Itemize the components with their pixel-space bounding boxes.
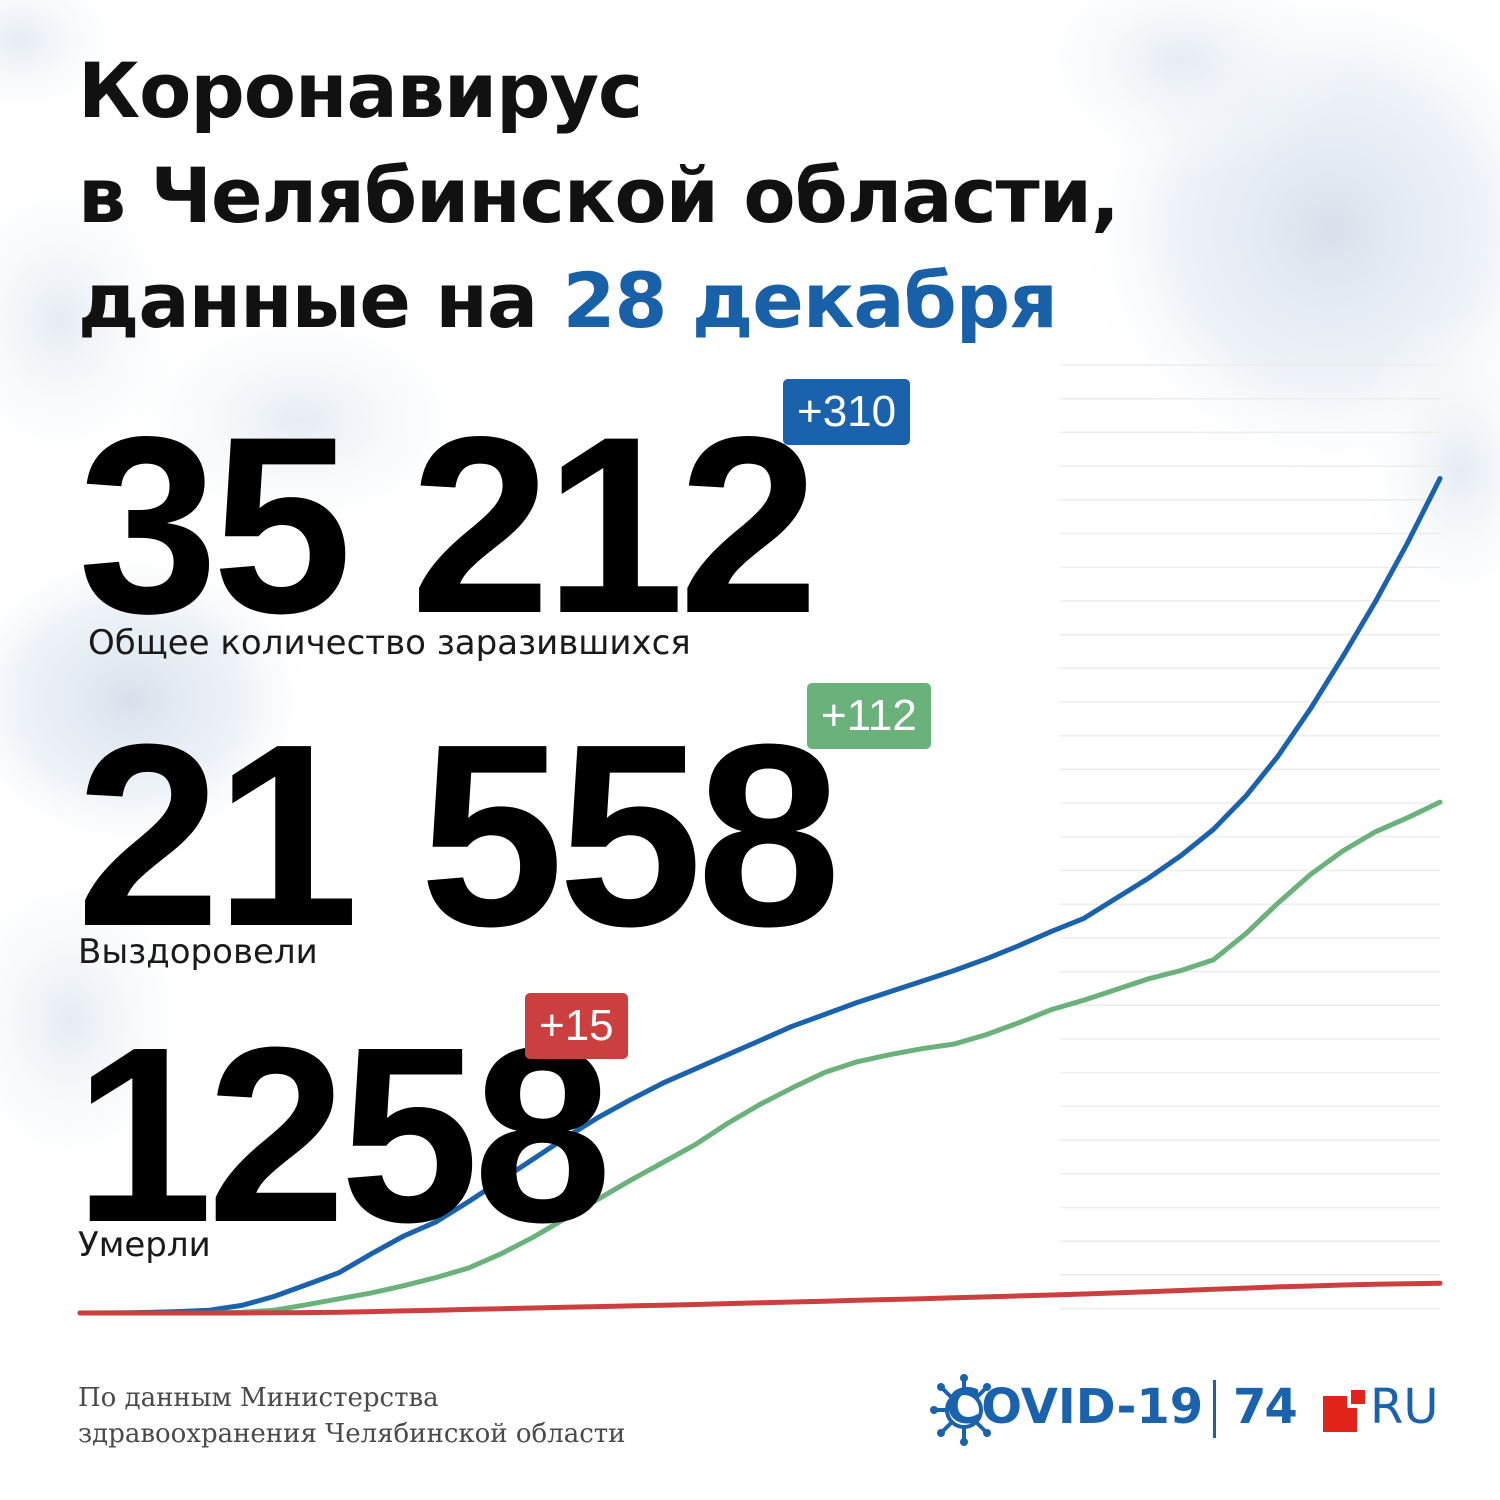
source-line-2: здравоохранения Челябинской области (78, 1419, 626, 1449)
title-line-2: в Челябинской области, (78, 151, 1120, 240)
title-line-1: Коронавирус (78, 46, 643, 135)
recovered-line (77, 799, 1443, 1316)
site-logo-suffix: RU (1370, 1379, 1439, 1435)
title-line-3-prefix: данные на (78, 256, 563, 345)
total-cases-delta-badge: +310 (783, 379, 911, 445)
deaths-label: Умерли (78, 1225, 211, 1265)
deaths-value: 1258 (74, 995, 612, 1274)
logo-divider (1213, 1380, 1216, 1438)
source-note: По данным Министерства здравоохранения Ч… (78, 1380, 626, 1452)
total-cases-value: 35 212 (78, 385, 819, 666)
recovered-delta-badge: +112 (807, 683, 931, 749)
recovered-value: 21 558 (76, 691, 841, 981)
total-cases-label: Общее количество заразившихся (88, 623, 691, 663)
deaths-line (77, 1280, 1443, 1316)
chart-series-lines (77, 476, 1443, 1316)
virus-icon (930, 1374, 991, 1446)
title-line-3: данные на 28 декабря (78, 255, 1058, 347)
total-cases-line (77, 476, 1443, 1316)
chart-gridlines (1060, 364, 1440, 1310)
covid-19-logo-text: COVID-19 (946, 1379, 1204, 1435)
recovered-label: Выздоровели (78, 932, 318, 972)
site-logo-red-square-icon (1323, 1388, 1367, 1432)
deaths-delta-badge: +15 (525, 993, 628, 1059)
site-logo-number: 74 (1233, 1379, 1298, 1435)
source-line-1: По данным Министерства (78, 1383, 439, 1413)
title-date: 28 декабря (562, 256, 1058, 345)
